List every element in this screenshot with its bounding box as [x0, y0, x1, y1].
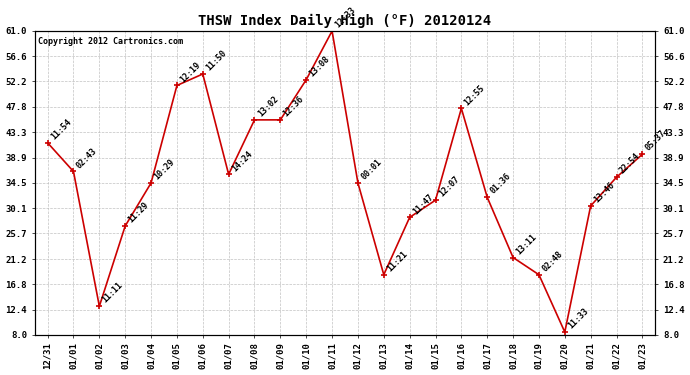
Text: 13:46: 13:46 [592, 180, 616, 204]
Text: 12:19: 12:19 [178, 60, 202, 84]
Text: 14:24: 14:24 [230, 149, 254, 173]
Title: THSW Index Daily High (°F) 20120124: THSW Index Daily High (°F) 20120124 [199, 14, 491, 28]
Text: 11:21: 11:21 [385, 249, 409, 273]
Text: 12:33: 12:33 [333, 6, 357, 30]
Text: 13:11: 13:11 [515, 232, 538, 256]
Text: 11:11: 11:11 [101, 281, 125, 305]
Text: 12:07: 12:07 [437, 175, 461, 199]
Text: 01:36: 01:36 [489, 172, 513, 196]
Text: 05:37: 05:37 [644, 129, 668, 153]
Text: 10:29: 10:29 [152, 158, 177, 182]
Text: 22:54: 22:54 [618, 152, 642, 176]
Text: 00:01: 00:01 [359, 158, 384, 182]
Text: 02:48: 02:48 [540, 249, 564, 273]
Text: 11:29: 11:29 [126, 201, 150, 225]
Text: 13:08: 13:08 [308, 54, 332, 78]
Text: 12:36: 12:36 [282, 94, 306, 118]
Text: 02:43: 02:43 [75, 146, 99, 170]
Text: 12:55: 12:55 [463, 83, 487, 107]
Text: 11:47: 11:47 [411, 192, 435, 216]
Text: 11:50: 11:50 [204, 49, 228, 73]
Text: 13:02: 13:02 [256, 94, 280, 118]
Text: 11:54: 11:54 [49, 117, 73, 141]
Text: 11:33: 11:33 [566, 307, 590, 331]
Text: Copyright 2012 Cartronics.com: Copyright 2012 Cartronics.com [38, 37, 183, 46]
